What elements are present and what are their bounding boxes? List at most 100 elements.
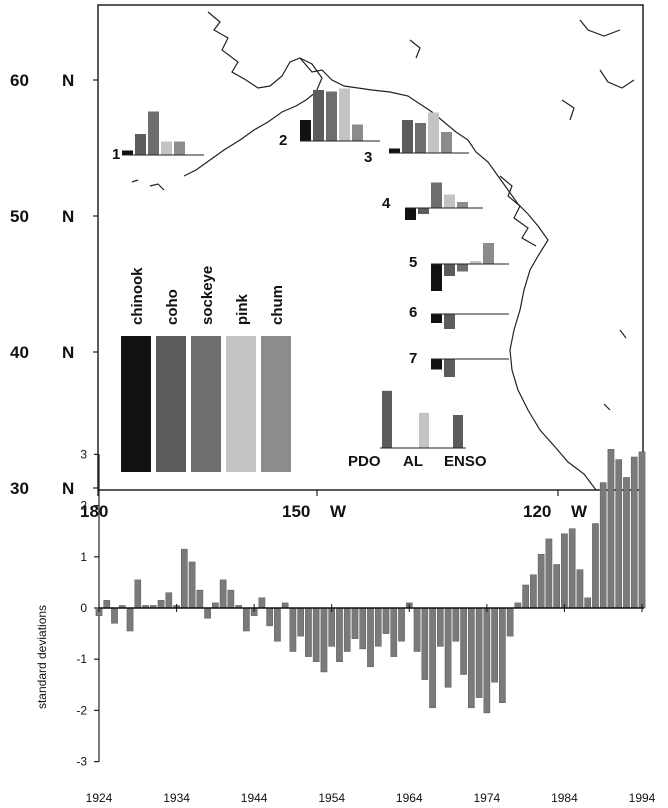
bar-1993 <box>630 456 638 609</box>
y-tick-label: -1 <box>76 652 87 666</box>
x-tick-label: 1944 <box>241 791 268 805</box>
region-label: 2 <box>279 132 287 149</box>
x-axis: 1924 1934 1944 1954 1964 1974 1984 1994 <box>86 604 656 805</box>
region-1-bar-sockeye <box>148 111 159 155</box>
region-chart-2: 2 <box>279 88 380 149</box>
map-frame <box>97 4 644 491</box>
y-tick-label: 0 <box>80 601 87 615</box>
bar-1932 <box>157 600 165 609</box>
legend-item-sockeye: sockeye <box>191 266 221 472</box>
bar-1958 <box>359 607 367 650</box>
latitude-suffix: N <box>62 479 74 498</box>
region-4-bar-sockeye <box>431 182 442 208</box>
bar-1967 <box>429 607 436 709</box>
region-label: 7 <box>409 350 417 367</box>
region-4-bar-pink <box>444 194 455 208</box>
region-4-bar-chum <box>457 202 468 208</box>
legend-label: coho <box>164 289 181 325</box>
longitude-label-150: 150 <box>282 502 310 521</box>
region-2-bar-pink <box>339 88 350 141</box>
bar-1977 <box>506 607 514 637</box>
region-7-bar-coho <box>444 359 455 377</box>
bar-1972 <box>468 607 475 709</box>
bar-1959 <box>367 607 374 668</box>
bar-1963 <box>398 607 405 642</box>
bar-1976 <box>499 607 506 703</box>
latitude-labels: 60 N 50 N 40 N 30 N <box>10 71 98 498</box>
bar-1966 <box>421 607 429 680</box>
climate-bar-al <box>419 412 429 448</box>
region-label: 1 <box>112 146 120 163</box>
bar-1980 <box>530 574 537 609</box>
y-axis: 3 2 1 0 -1 -2 -3 <box>76 447 100 769</box>
region-2-bar-chinook <box>300 120 311 141</box>
bar-1941 <box>227 589 235 609</box>
bar-1990 <box>607 449 615 609</box>
longitude-suffix: W <box>330 502 347 521</box>
bar-1955 <box>336 607 343 662</box>
region-1-bar-chum <box>174 141 185 155</box>
bar-1989 <box>599 482 607 609</box>
bar-1957 <box>351 607 359 639</box>
region-3-bar-coho <box>402 120 413 153</box>
bar-1971 <box>460 607 467 675</box>
x-tick-label: 1954 <box>318 791 345 805</box>
legend-label: sockeye <box>199 266 216 325</box>
bar-1952 <box>312 607 320 662</box>
latitude-label-60: 60 <box>10 71 29 90</box>
climate-label-pdo: PDO <box>348 453 381 470</box>
bar-1991 <box>615 459 623 609</box>
bar-1940 <box>219 579 227 609</box>
legend-label: chinook <box>129 267 146 325</box>
bar-1947 <box>274 607 281 642</box>
region-6-bar-chinook <box>431 314 442 323</box>
bar-1975 <box>491 607 498 683</box>
legend-swatch <box>261 336 291 472</box>
bar-1992 <box>623 477 630 609</box>
bar-1951 <box>305 607 312 657</box>
region-3-bar-pink <box>428 112 439 153</box>
legend-swatch <box>121 336 151 472</box>
bar-1974 <box>483 607 491 714</box>
bar-1954 <box>328 607 336 647</box>
x-tick-label: 1984 <box>551 791 578 805</box>
latitude-suffix: N <box>62 207 74 226</box>
x-tick-label: 1934 <box>163 791 190 805</box>
climate-label-enso: ENSO <box>444 453 487 470</box>
bar-1928 <box>126 607 134 632</box>
bar-1985 <box>568 528 576 609</box>
legend-swatch <box>156 336 186 472</box>
bar-1973 <box>475 607 483 698</box>
bar-1960 <box>374 607 382 647</box>
x-tick-label: 1974 <box>474 791 501 805</box>
series-bars <box>95 449 646 714</box>
region-1-bar-coho <box>135 134 146 155</box>
x-tick-label: 1994 <box>629 791 656 805</box>
longitude-label-180: 180 <box>80 502 108 521</box>
legend-swatch <box>191 336 221 472</box>
region-label: 4 <box>382 195 391 212</box>
region-4-bar-coho <box>418 208 429 214</box>
legend-swatch <box>226 336 256 472</box>
bar-1987 <box>584 597 592 609</box>
y-axis-title: standard deviations <box>35 605 49 709</box>
legend-label: pink <box>234 294 251 325</box>
bar-1937 <box>196 589 204 609</box>
climate-label-al: AL <box>403 453 423 470</box>
coastline <box>131 11 635 491</box>
bar-1935 <box>181 548 188 609</box>
bar-1943 <box>243 607 250 632</box>
bar-1982 <box>545 538 553 609</box>
bar-1961 <box>382 607 390 634</box>
climate-bar-enso <box>453 415 463 448</box>
y-tick-label: -3 <box>76 755 87 769</box>
bar-1969 <box>444 607 452 688</box>
x-tick-label: 1964 <box>396 791 423 805</box>
bar-1926 <box>111 607 118 624</box>
region-5-bar-pink <box>470 261 481 264</box>
climate-bar-pdo <box>382 390 392 448</box>
bar-1965 <box>413 607 421 652</box>
bar-1953 <box>320 607 328 673</box>
region-chart-4: 4 <box>382 182 483 220</box>
